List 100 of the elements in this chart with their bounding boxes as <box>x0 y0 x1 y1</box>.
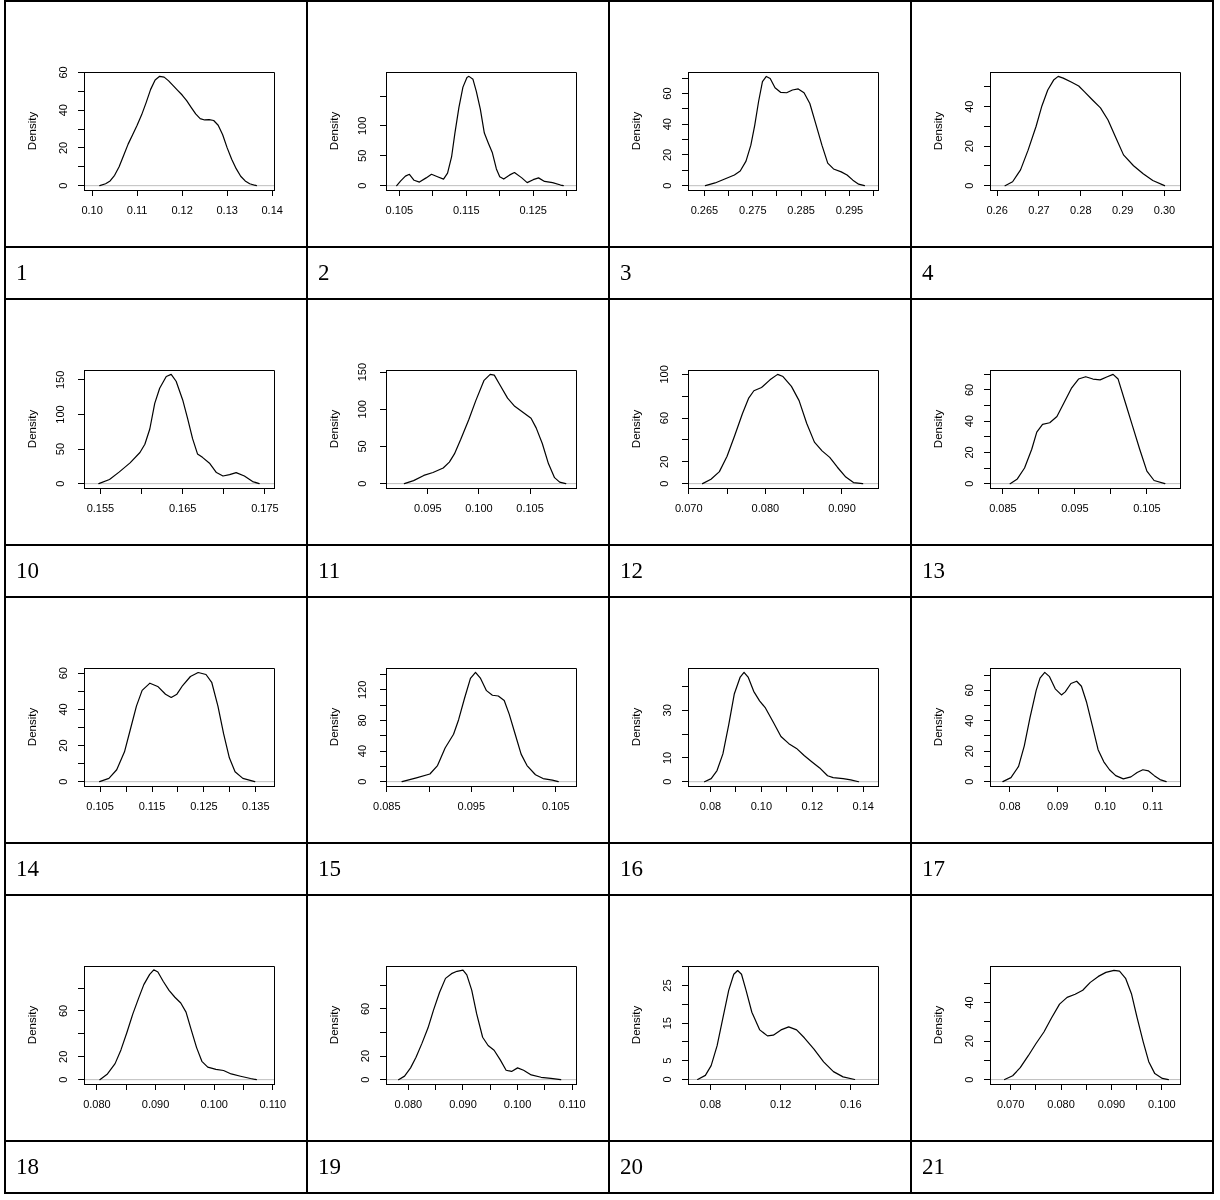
x-tick-label: 0.090 <box>449 1097 477 1110</box>
x-tick-label: 0.30 <box>1153 203 1176 216</box>
x-tick-label: 0.080 <box>83 1097 111 1110</box>
x-tick-label: 0.090 <box>141 1097 170 1110</box>
y-tick-label: 20 <box>56 141 69 155</box>
x-tick-label: 0.115 <box>452 203 480 216</box>
x-tick-label: 0.10 <box>750 799 773 812</box>
x-tick-label: 0.110 <box>558 1097 586 1110</box>
text: 12 <box>619 557 644 585</box>
y-tick-label: 0 <box>962 182 975 189</box>
y-tick-label: 40 <box>660 118 673 131</box>
y-axis-title: Density <box>328 111 341 151</box>
x-tick-label: 0.135 <box>242 799 270 812</box>
y-tick-label: 0 <box>53 480 66 487</box>
x-tick-label: 0.16 <box>840 1097 862 1110</box>
y-tick-label: 60 <box>56 1004 69 1018</box>
y-tick-label: 60 <box>962 684 975 697</box>
y-axis-title: Density <box>932 707 945 747</box>
x-tick-label: 0.11 <box>1142 799 1164 812</box>
x-tick-label: 0.12 <box>171 203 193 216</box>
y-tick-label: 100 <box>657 365 670 384</box>
text: 17 <box>921 855 946 883</box>
x-tick-label: 0.10 <box>1094 799 1116 812</box>
x-tick-label: 0.10 <box>81 203 103 216</box>
y-axis-title: Density <box>630 707 643 747</box>
x-tick-label: 0.105 <box>541 799 570 812</box>
x-tick-label: 0.100 <box>503 1097 532 1110</box>
x-tick-label: 0.285 <box>787 203 815 216</box>
y-axis-title: Density <box>328 409 341 449</box>
x-tick-label: 0.105 <box>516 501 544 514</box>
y-axis-title: Density <box>26 111 39 151</box>
x-tick-label: 0.105 <box>385 203 414 216</box>
x-tick-label: 0.100 <box>1148 1097 1176 1110</box>
x-tick-label: 0.155 <box>86 501 115 514</box>
y-tick-label: 0 <box>962 778 975 785</box>
y-axis-title: Density <box>932 1005 945 1045</box>
y-tick-label: 60 <box>358 1002 371 1016</box>
y-tick-label: 20 <box>56 739 69 752</box>
x-tick-label: 0.09 <box>1046 799 1069 812</box>
x-tick-label: 0.08 <box>699 799 722 812</box>
y-tick-label: 40 <box>56 703 69 716</box>
y-axis-title: Density <box>932 409 945 449</box>
y-tick-label: 0 <box>660 1076 673 1083</box>
y-tick-label: 60 <box>56 66 69 79</box>
y-tick-label: 15 <box>660 1017 673 1030</box>
x-tick-label: 0.14 <box>852 799 874 812</box>
y-tick-label: 40 <box>355 744 368 758</box>
x-tick-label: 0.085 <box>373 799 401 812</box>
y-tick-label: 150 <box>355 362 368 382</box>
x-tick-label: 0.105 <box>86 799 114 812</box>
x-tick-label: 0.080 <box>1047 1097 1075 1110</box>
y-tick-label: 0 <box>657 480 670 487</box>
y-tick-label: 0 <box>355 778 368 785</box>
y-axis-title: Density <box>26 707 39 747</box>
y-tick-label: 0 <box>962 1076 975 1083</box>
y-tick-label: 0 <box>56 1076 69 1083</box>
x-tick-label: 0.08 <box>999 799 1021 812</box>
x-tick-label: 0.13 <box>216 203 238 216</box>
y-tick-label: 20 <box>962 745 975 758</box>
y-tick-label: 40 <box>962 415 975 428</box>
x-tick-label: 0.125 <box>519 203 547 216</box>
y-tick-label: 0 <box>355 480 368 487</box>
y-tick-label: 20 <box>962 446 975 459</box>
y-tick-label: 100 <box>355 400 368 419</box>
y-tick-label: 20 <box>962 1034 975 1048</box>
x-tick-label: 0.29 <box>1111 203 1134 216</box>
y-tick-label: 0 <box>56 182 69 189</box>
x-tick-label: 0.28 <box>1070 203 1092 216</box>
y-tick-label: 60 <box>657 411 670 425</box>
y-tick-label: 20 <box>660 148 673 162</box>
x-tick-label: 0.26 <box>986 203 1008 216</box>
x-tick-label: 0.110 <box>259 1097 287 1110</box>
text: 14 <box>15 855 40 883</box>
x-tick-label: 0.14 <box>261 203 283 216</box>
x-tick-label: 0.295 <box>835 203 864 216</box>
text: 20 <box>619 1153 644 1181</box>
text: 3 <box>619 259 633 287</box>
y-axis-title: Density <box>630 111 643 151</box>
x-tick-label: 0.090 <box>1097 1097 1126 1110</box>
y-tick-label: 60 <box>962 383 975 397</box>
y-tick-label: 10 <box>660 751 673 765</box>
y-tick-label: 0 <box>358 1076 371 1083</box>
y-tick-label: 150 <box>53 370 66 390</box>
x-tick-label: 0.070 <box>996 1097 1025 1110</box>
x-tick-label: 0.085 <box>989 501 1017 514</box>
y-tick-label: 80 <box>355 714 368 727</box>
x-tick-label: 0.090 <box>828 501 856 514</box>
x-tick-label: 0.175 <box>251 501 279 514</box>
x-tick-label: 0.100 <box>465 501 493 514</box>
text: 18 <box>15 1153 40 1181</box>
y-tick-label: 5 <box>660 1057 673 1064</box>
y-axis-title: Density <box>630 1005 643 1045</box>
y-tick-label: 50 <box>355 149 368 162</box>
y-tick-label: 120 <box>355 680 368 700</box>
x-tick-label: 0.095 <box>457 799 486 812</box>
x-tick-label: 0.125 <box>190 799 218 812</box>
y-tick-label: 60 <box>660 87 673 100</box>
y-tick-label: 20 <box>657 455 670 468</box>
y-tick-label: 100 <box>355 116 368 136</box>
x-tick-label: 0.115 <box>138 799 166 812</box>
